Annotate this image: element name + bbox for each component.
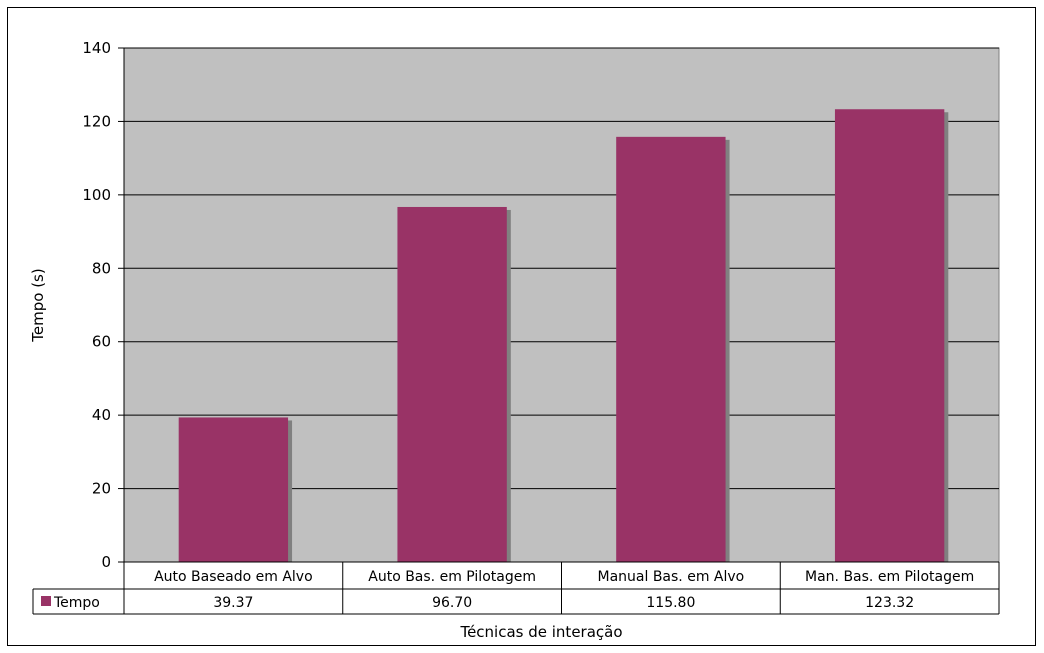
y-axis-ticks: 0 20 40 60 80 100 120 140 — [82, 39, 125, 571]
y-tick-label: 100 — [82, 186, 111, 204]
bar — [397, 206, 507, 563]
value-label: 96.70 — [432, 595, 472, 611]
category-label: Auto Bas. em Pilotagem — [368, 569, 536, 585]
y-tick-label: 20 — [92, 480, 111, 498]
y-tick-label: 0 — [101, 553, 111, 571]
y-axis-title: Tempo (s) — [29, 268, 47, 342]
y-tick-label: 60 — [92, 333, 111, 351]
value-label: 115.80 — [646, 595, 695, 611]
y-tick-label: 140 — [82, 39, 111, 57]
bar — [178, 417, 289, 562]
bars — [178, 109, 949, 563]
category-label: Manual Bas. em Alvo — [598, 569, 745, 585]
legend-swatch — [41, 596, 51, 606]
y-tick-label: 40 — [92, 406, 111, 424]
value-label: 123.32 — [865, 595, 914, 611]
bar — [616, 136, 726, 562]
y-tick-label: 80 — [92, 259, 111, 277]
data-table: Auto Baseado em Alvo 39.37 Auto Bas. em Pi… — [32, 561, 1000, 615]
value-label: 39.37 — [213, 595, 253, 611]
bar — [834, 109, 945, 562]
category-label: Auto Baseado em Alvo — [154, 569, 313, 585]
legend-label: Tempo — [53, 595, 100, 611]
y-tick-label: 120 — [82, 112, 111, 130]
x-axis-title: Técnicas de interação — [459, 623, 622, 641]
category-label: Man. Bas. em Pilotagem — [805, 569, 974, 585]
